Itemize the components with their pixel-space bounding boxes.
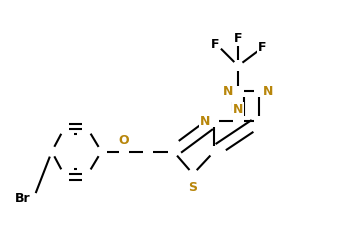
Text: S: S <box>189 181 197 194</box>
Text: Br: Br <box>15 192 31 205</box>
Text: N: N <box>200 115 210 128</box>
Text: O: O <box>119 134 129 147</box>
Text: F: F <box>211 38 219 51</box>
Text: F: F <box>258 41 266 54</box>
Text: N: N <box>223 85 234 98</box>
Text: F: F <box>234 32 243 45</box>
Text: N: N <box>263 85 273 98</box>
Text: N: N <box>233 103 243 116</box>
